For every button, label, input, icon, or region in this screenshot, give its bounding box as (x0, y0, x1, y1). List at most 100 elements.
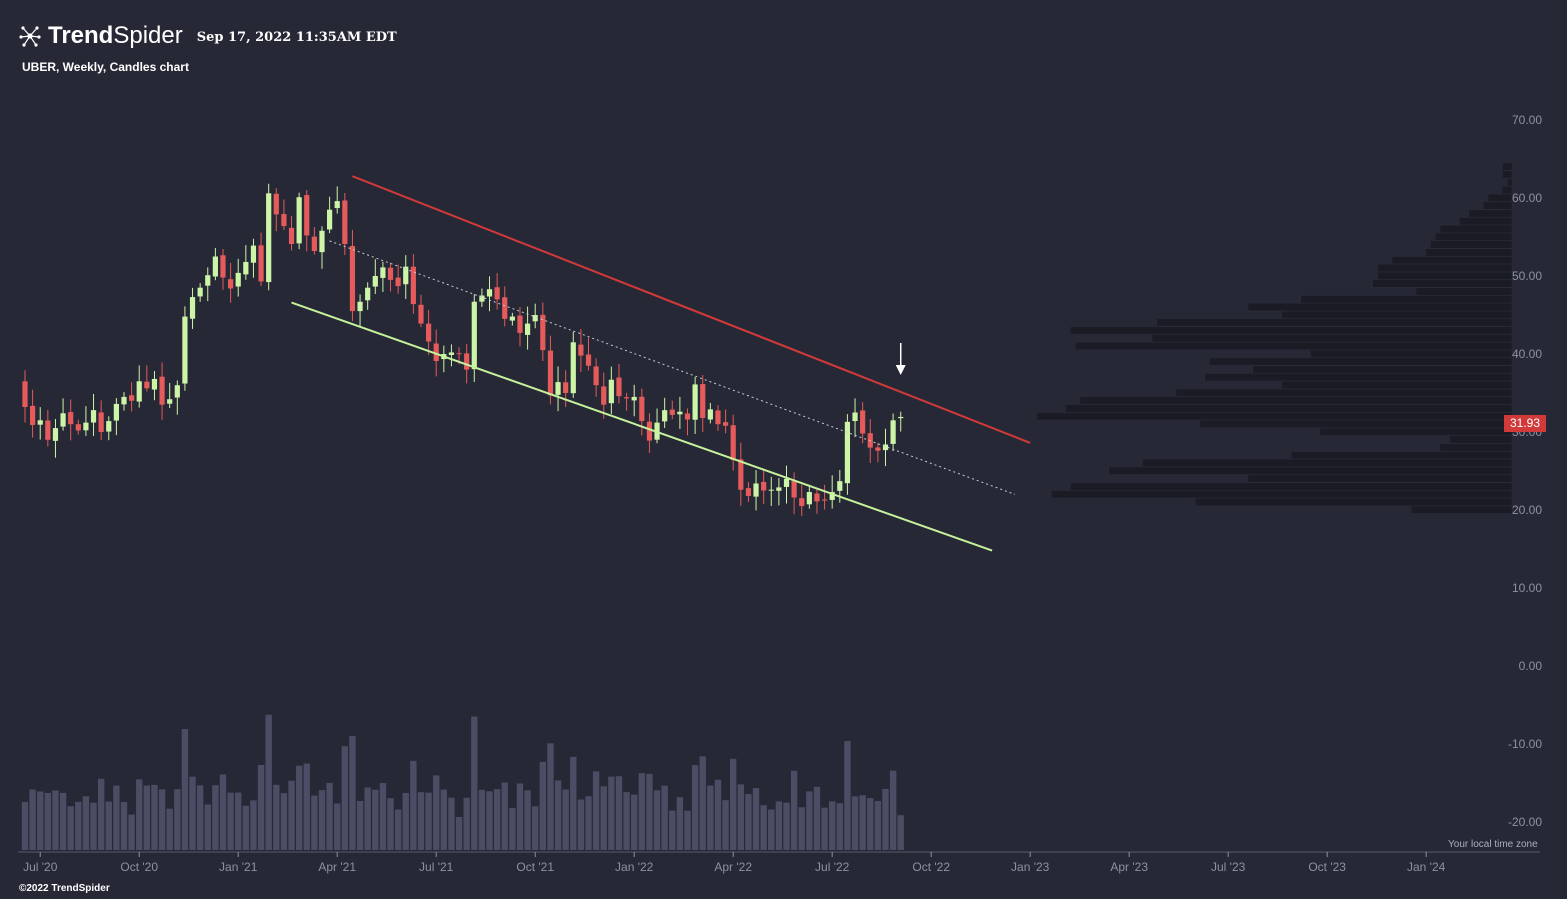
candle-up (243, 261, 249, 275)
candle-down (502, 297, 508, 319)
volume-bar (410, 760, 417, 850)
candle-up (372, 276, 378, 287)
candle-down (517, 315, 523, 333)
volume-bar (158, 789, 166, 850)
volume-profile-bar (1036, 412, 1513, 421)
candle-up (829, 492, 835, 500)
candle-up (90, 410, 97, 423)
volume-bars (21, 714, 904, 850)
volume-profile-bar (1449, 435, 1513, 444)
y-tick-label: 0.00 (1519, 659, 1543, 673)
candle-down (288, 227, 295, 245)
volume-bar (478, 789, 486, 850)
volume-bar (334, 803, 341, 850)
volume-profile-bar (1281, 310, 1513, 319)
candle-down (45, 420, 51, 440)
volume-profile-bar (1377, 264, 1513, 272)
candle-up (677, 411, 683, 415)
volume-bar (303, 763, 310, 850)
volume-bar (387, 798, 394, 850)
volume-bar (707, 785, 714, 850)
volume-profile-bar (1415, 287, 1513, 296)
volume-bar (676, 797, 684, 850)
volume-bar (318, 790, 326, 850)
candle-down (700, 384, 706, 418)
volume-bar (44, 792, 52, 850)
volume-bar (493, 789, 501, 850)
volume-bar (174, 789, 181, 850)
y-tick-label: 60.00 (1512, 191, 1542, 205)
volume-bar (532, 806, 539, 850)
x-tick-label: Jan '22 (615, 860, 654, 874)
volume-profile-bar (1425, 248, 1513, 257)
volume-bar (250, 800, 257, 850)
x-tick-label: Apr '22 (714, 860, 752, 874)
candle-up (106, 421, 112, 432)
candle-up (768, 489, 774, 491)
volume-bar (501, 782, 508, 850)
volume-bar (181, 729, 189, 850)
volume-profile-bar (1439, 443, 1513, 452)
volume-bar (600, 786, 607, 850)
volume-bar (425, 792, 432, 850)
candle-up (555, 382, 561, 395)
brand-name-light: Spider (113, 22, 183, 49)
volume-profile-bar (1209, 357, 1513, 366)
volume-bar (136, 779, 143, 850)
candle-up (486, 289, 493, 297)
volume-bar (615, 776, 623, 850)
volume-bar (273, 784, 280, 850)
candle-down (258, 245, 264, 282)
volume-bar (212, 785, 219, 850)
brand-logo[interactable]: Trend Spider (18, 22, 183, 50)
down-arrow-icon (895, 343, 906, 375)
volume-bar (828, 801, 836, 850)
volume-bar (219, 774, 227, 850)
volume-bar (227, 792, 234, 850)
candle-down (745, 488, 752, 496)
lower-trendline (291, 301, 993, 552)
volume-bar (379, 783, 387, 850)
candle-up (471, 301, 477, 370)
timezone-note: Your local time zone (1448, 839, 1538, 850)
volume-bar (509, 807, 516, 850)
candle-down (730, 425, 736, 461)
volume-profile-bar (1065, 404, 1513, 413)
volume-bar (471, 716, 478, 850)
candle-up (844, 421, 851, 484)
y-tick-label: 20.00 (1512, 503, 1542, 517)
last-price-badge: 31.93 (1504, 415, 1546, 432)
volume-profile-bar (1482, 201, 1513, 210)
volume-profile-bar (1204, 373, 1513, 382)
candle-down (578, 344, 584, 356)
volume-bar (417, 792, 425, 850)
candle-down (30, 405, 36, 425)
volume-profile-bar (1281, 381, 1513, 389)
volume-profile-bar (1247, 303, 1513, 311)
candle-down (791, 480, 797, 498)
candle-down (98, 412, 104, 432)
volume-bar (356, 801, 364, 850)
candle-up (509, 316, 515, 321)
candle-down (281, 214, 287, 227)
candle-down (418, 304, 424, 324)
candle-up (167, 399, 173, 404)
volume-profile-bar (1151, 334, 1513, 343)
trendspider-logo-icon (19, 26, 41, 47)
candle-down (159, 376, 165, 405)
volume-bar (783, 802, 790, 850)
volume-bar (349, 736, 356, 850)
candle-up (235, 272, 241, 287)
candle-down (540, 314, 546, 351)
volume-bar (745, 794, 752, 850)
volume-bar (790, 770, 798, 850)
volume-bar (661, 785, 668, 850)
chart-title: UBER, Weekly, Candles chart (22, 60, 189, 74)
volume-profile-bar (1194, 498, 1513, 506)
volume-profile-bar (1502, 170, 1513, 179)
volume-bar (280, 793, 288, 850)
y-tick-label: 70.00 (1512, 113, 1542, 127)
volume-bar (486, 791, 493, 850)
candle-up (327, 209, 333, 230)
